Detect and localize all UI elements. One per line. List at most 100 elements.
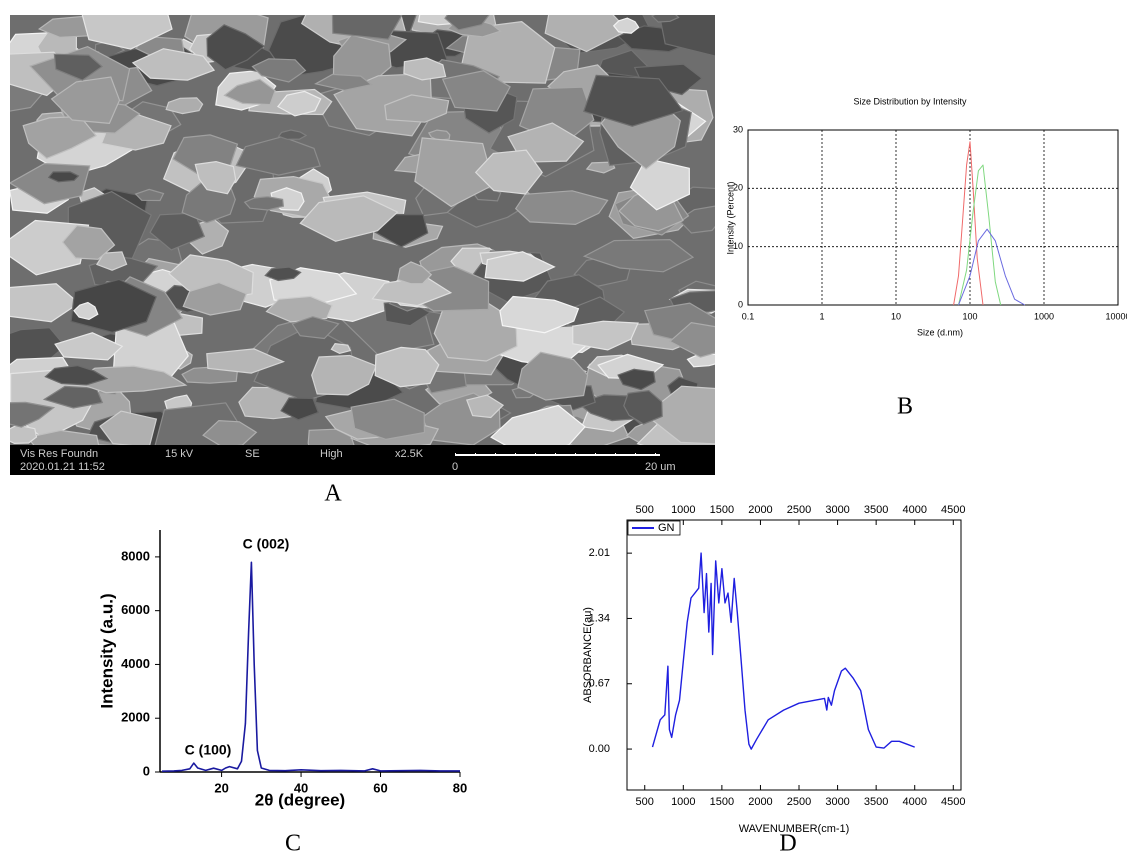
- top-tick-label: 1500: [710, 504, 734, 516]
- flake: [677, 205, 715, 234]
- x-tick-label: 500: [636, 796, 654, 808]
- x-tick-label: 1: [819, 311, 824, 321]
- flake: [251, 58, 307, 83]
- x-axis-label: Size (d.nm): [917, 327, 963, 337]
- flake: [47, 171, 80, 183]
- top-tick-label: 4500: [941, 504, 965, 516]
- x-tick-label: 40: [294, 780, 308, 795]
- flake: [243, 196, 285, 211]
- flake: [623, 389, 663, 425]
- flake: [265, 295, 333, 323]
- flake: [42, 385, 104, 409]
- plot-frame: [626, 519, 962, 791]
- top-tick-label: 2000: [748, 504, 772, 516]
- flake: [490, 404, 586, 445]
- series-line: [958, 228, 1026, 306]
- flake: [484, 251, 556, 282]
- flake: [331, 15, 403, 40]
- series-line: [651, 552, 915, 750]
- flake: [465, 394, 505, 419]
- series-line: [958, 164, 1002, 306]
- flake: [668, 321, 715, 358]
- flake: [202, 419, 258, 445]
- panel-label: A: [324, 481, 342, 507]
- flake: [585, 161, 616, 174]
- sem-info: 15 kV: [165, 448, 194, 460]
- flake: [517, 351, 589, 401]
- flake: [299, 195, 399, 242]
- y-axis-label: ABSORBANCE(au): [582, 607, 594, 703]
- flake: [206, 24, 266, 71]
- flake: [235, 136, 321, 176]
- y-tick-label: 4000: [121, 656, 150, 671]
- flake: [330, 342, 352, 355]
- x-axis-label: WAVENUMBER(cm-1): [739, 823, 850, 835]
- panel-label: B: [897, 394, 913, 420]
- x-tick-label: 4500: [941, 796, 965, 808]
- flake: [206, 348, 286, 374]
- flake: [311, 354, 377, 396]
- plot-frame: [747, 129, 1119, 306]
- y-tick-label: 2.01: [589, 547, 610, 559]
- top-tick-label: 2500: [787, 504, 811, 516]
- flake: [10, 424, 38, 445]
- sem-image: [10, 15, 715, 445]
- flake: [10, 283, 80, 323]
- flake: [53, 53, 103, 81]
- top-tick-label: 4000: [902, 504, 926, 516]
- flake: [54, 332, 124, 361]
- flake: [617, 368, 656, 391]
- x-tick-label: 3000: [825, 796, 849, 808]
- flake: [384, 94, 450, 123]
- y-tick-label: 2000: [121, 710, 150, 725]
- x-tick-label: 0.1: [742, 311, 755, 321]
- flake: [280, 397, 320, 421]
- flake: [291, 316, 340, 340]
- flake: [612, 17, 640, 34]
- sem-flakes: [10, 15, 715, 445]
- x-tick-label: 1000: [671, 796, 695, 808]
- flake: [276, 90, 322, 117]
- flake: [499, 295, 580, 334]
- panel-label: C: [285, 831, 301, 857]
- flake: [165, 97, 204, 115]
- info-bar: [10, 445, 715, 475]
- y-tick-label: 8000: [121, 548, 150, 563]
- annotation: C (002): [243, 536, 290, 552]
- flake: [81, 15, 173, 50]
- flake: [474, 149, 543, 195]
- x-tick-label: 20: [214, 780, 228, 795]
- legend-label: GN: [658, 522, 675, 534]
- flake: [374, 346, 440, 388]
- x-tick-label: 3500: [864, 796, 888, 808]
- flake: [131, 48, 216, 81]
- flake: [70, 278, 157, 333]
- sem-date: 2020.01.21 11:52: [20, 461, 105, 473]
- flake: [10, 401, 56, 428]
- chart-title: Size Distribution by Intensity: [853, 96, 967, 106]
- x-tick-label: 60: [373, 780, 387, 795]
- flake: [444, 15, 490, 31]
- flake: [44, 364, 109, 386]
- x-tick-label: 10: [891, 311, 901, 321]
- series-line: [161, 561, 460, 772]
- scale-start: 0: [452, 461, 458, 473]
- top-tick-label: 3000: [825, 504, 849, 516]
- y-tick-label: 1.34: [589, 612, 610, 624]
- flake: [514, 190, 609, 226]
- y-tick-label: 0.00: [589, 743, 610, 755]
- flake: [314, 73, 373, 91]
- flake: [572, 320, 639, 351]
- flake: [441, 70, 511, 112]
- flake: [403, 57, 447, 81]
- flake: [397, 261, 433, 285]
- flake: [277, 129, 308, 140]
- flake: [22, 115, 97, 160]
- flake: [134, 188, 165, 202]
- x-axis-label: 2θ (degree): [255, 790, 345, 809]
- x-tick-label: 1000: [1034, 311, 1054, 321]
- flake: [582, 238, 695, 273]
- x-tick-label: 10000: [1105, 311, 1127, 321]
- flake: [73, 301, 99, 321]
